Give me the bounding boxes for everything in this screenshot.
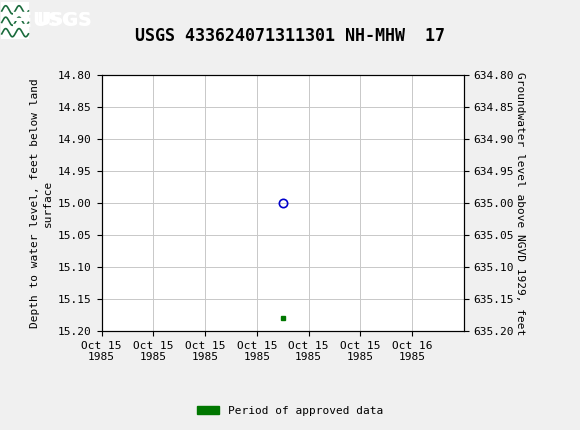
Bar	[1, 2, 29, 39]
Text: USGS: USGS	[36, 12, 91, 29]
Text: ≡: ≡	[10, 6, 34, 34]
Y-axis label: Groundwater level above NGVD 1929, feet: Groundwater level above NGVD 1929, feet	[516, 71, 525, 335]
Text: USGS: USGS	[32, 11, 92, 30]
Text: USGS 433624071311301 NH-MHW  17: USGS 433624071311301 NH-MHW 17	[135, 27, 445, 45]
Y-axis label: Depth to water level, feet below land
surface: Depth to water level, feet below land su…	[30, 78, 52, 328]
Legend: Period of approved data: Period of approved data	[193, 401, 387, 420]
